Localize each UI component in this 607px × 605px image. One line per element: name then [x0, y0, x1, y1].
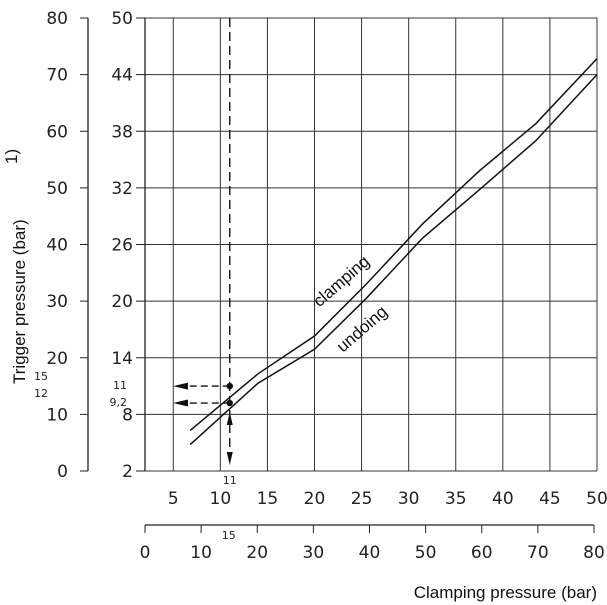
inner-y-tick-label: 8	[122, 405, 133, 425]
x-tick-label: 20	[304, 489, 326, 509]
inner-y-tick-label: 38	[111, 122, 133, 142]
y-axis-title-group: Trigger pressure (bar)	[10, 219, 29, 384]
y-axis-title: Trigger pressure (bar)	[10, 219, 29, 384]
outer-y-tick-label: 0	[57, 462, 68, 482]
outer-y-tick-label: 40	[46, 236, 68, 256]
axes	[80, 17, 595, 533]
outer-y-tick-label: 30	[46, 292, 68, 312]
inner-y-tick-label: 50	[111, 9, 133, 29]
secondary-x-tick-label: 10	[190, 543, 212, 563]
arrow-up-head	[226, 412, 233, 425]
reading-inner-label: 9,2	[110, 396, 128, 409]
inner-y-tick-label: 32	[111, 179, 133, 199]
secondary-x-tick-label: 0	[140, 543, 151, 563]
inner-y-tick-label: 14	[111, 349, 133, 369]
x-tick-label: 50	[586, 489, 607, 509]
y-axis-footnote-mark: 1)	[2, 149, 21, 164]
arrow-left-head	[173, 382, 188, 390]
inner-y-tick-label: 20	[111, 292, 133, 312]
reading-outer-label: 12	[34, 387, 48, 400]
secondary-x-tick-label: 80	[583, 543, 605, 563]
outer-y-tick-label: 60	[46, 122, 68, 142]
outer-y-tick-label: 70	[46, 66, 68, 86]
inner-y-tick-label: 44	[111, 66, 133, 86]
x-tick-label: 45	[539, 489, 561, 509]
inner-y-tick-label: 26	[111, 236, 133, 256]
arrow-down-head	[226, 452, 233, 465]
x-tick-label: 5	[168, 489, 179, 509]
curve-clamping	[189, 58, 598, 431]
reading-inner-label: 11	[113, 379, 127, 392]
x-tick-label: 25	[351, 489, 373, 509]
tick-labels: 2 8 14 20 26 32 38 44 50 0 10 20 30 40 50 60 70 80 5 10 15 20…	[46, 9, 607, 563]
secondary-x-tick-label: 30	[303, 543, 325, 563]
arrow-left-head	[173, 399, 188, 407]
reading-outer-label: 15	[34, 370, 48, 383]
secondary-x-tick-label: 40	[359, 543, 381, 563]
x-tick-label: 10	[210, 489, 232, 509]
inner-y-tick-label: 2	[122, 462, 133, 482]
y-axis-footnote-group: 1)	[2, 149, 21, 164]
x-tick-label: 15	[257, 489, 279, 509]
x-tick-label: 35	[445, 489, 467, 509]
outer-y-tick-label: 10	[46, 405, 68, 425]
secondary-x-tick-label: 50	[415, 543, 437, 563]
x-tick-label: 30	[398, 489, 420, 509]
reading-secondary-x-label: 15	[222, 529, 236, 542]
annotations: 11 15 11 15 9,2 12	[34, 18, 237, 542]
grid	[145, 17, 598, 472]
secondary-x-tick-label: 70	[527, 543, 549, 563]
outer-y-tick-label: 80	[46, 9, 68, 29]
x-tick-label: 40	[492, 489, 514, 509]
secondary-x-tick-label: 60	[471, 543, 493, 563]
secondary-x-tick-label: 20	[246, 543, 268, 563]
x-axis-title: Clamping pressure (bar)	[414, 583, 597, 602]
outer-y-tick-label: 20	[46, 349, 68, 369]
reading-x-label: 11	[223, 474, 237, 487]
outer-y-tick-label: 50	[46, 179, 68, 199]
curve-undoing	[189, 74, 598, 446]
